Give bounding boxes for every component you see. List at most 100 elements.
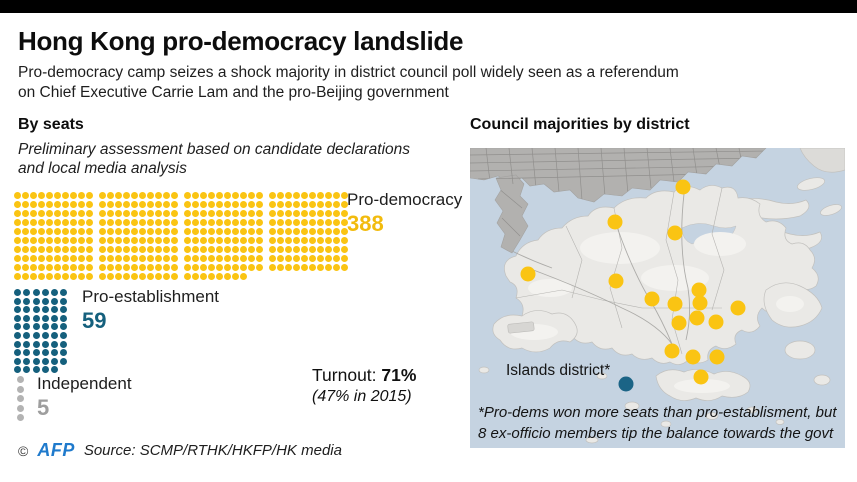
seat-dot	[22, 219, 29, 226]
seat-dot	[269, 264, 276, 271]
seat-dot	[325, 201, 332, 208]
seat-dot	[32, 297, 40, 305]
seat-dot	[163, 192, 170, 199]
seat-dot	[192, 273, 199, 280]
seat-dot	[62, 246, 69, 253]
seat-dot	[131, 264, 138, 271]
seat-dot	[277, 237, 284, 244]
seat-dot	[131, 237, 138, 244]
seat-dot	[115, 273, 122, 280]
source-credit: Source: SCMP/RTHK/HKFP/HK media	[83, 442, 342, 459]
seat-dot	[30, 219, 37, 226]
seat-dot	[139, 255, 146, 262]
seat-dot	[107, 219, 114, 226]
seat-dot	[46, 219, 53, 226]
district-marker-pro_democracy	[644, 291, 660, 307]
seat-dot	[256, 219, 263, 226]
seat-dot	[200, 237, 207, 244]
seat-dot	[99, 228, 106, 235]
seat-dot	[23, 357, 31, 365]
seat-dot	[216, 273, 223, 280]
seat-dot	[200, 264, 207, 271]
seat-dot	[46, 237, 53, 244]
seat-dot	[248, 237, 255, 244]
seat-dot	[139, 246, 146, 253]
seat-dot	[208, 246, 215, 253]
seat-dot	[293, 210, 300, 217]
seat-dot	[155, 201, 162, 208]
seat-dot	[41, 306, 49, 314]
seat-dot	[60, 323, 68, 331]
seat-dot	[184, 210, 191, 217]
seat-dot	[301, 255, 308, 262]
map-section-heading: Council majorities by district	[470, 116, 690, 133]
seat-dot	[46, 246, 53, 253]
seat-dot	[107, 255, 114, 262]
seat-dot	[17, 404, 24, 412]
top-black-bar	[0, 0, 857, 13]
district-marker-pro_democracy	[608, 273, 624, 289]
seat-dot	[46, 264, 53, 271]
turnout-label: Turnout:	[312, 365, 377, 385]
seat-dot	[99, 201, 106, 208]
seat-dot	[333, 192, 340, 199]
seat-dot	[256, 264, 263, 271]
note-line-1: Preliminary assessment based on candidat…	[18, 141, 411, 158]
seat-dot	[293, 219, 300, 226]
pro-democracy-label-block: Pro-democracy 388	[347, 190, 462, 237]
subtitle-line-2: on Chief Executive Carrie Lam and the pr…	[18, 84, 449, 101]
subtitle-line-1: Pro-democracy camp seizes a shock majori…	[18, 64, 679, 81]
seat-dot	[70, 264, 77, 271]
seat-dot	[301, 246, 308, 253]
district-marker-pro_democracy	[520, 266, 536, 282]
seat-dot	[184, 219, 191, 226]
seat-dot	[70, 237, 77, 244]
seat-dot	[147, 201, 154, 208]
seat-dot	[131, 210, 138, 217]
seat-dot	[32, 331, 40, 339]
seat-dot	[325, 255, 332, 262]
seat-dot	[30, 210, 37, 217]
seat-dot	[269, 192, 276, 199]
seat-dot	[51, 349, 59, 357]
seat-dot	[240, 210, 247, 217]
seat-dot	[200, 228, 207, 235]
seat-dot	[139, 210, 146, 217]
district-marker-pro_democracy	[667, 296, 683, 312]
seat-dot	[38, 264, 45, 271]
seat-dot	[256, 192, 263, 199]
seat-dot	[60, 314, 68, 322]
seat-dot	[256, 210, 263, 217]
seat-dot	[51, 357, 59, 365]
seat-dot	[62, 264, 69, 271]
seat-dot	[208, 210, 215, 217]
seat-dot	[38, 255, 45, 262]
seat-dot	[309, 255, 316, 262]
seat-dot	[224, 192, 231, 199]
seat-dot	[115, 219, 122, 226]
seat-dot	[256, 201, 263, 208]
seat-dot	[17, 395, 24, 403]
seat-dot	[139, 264, 146, 271]
seat-dot	[325, 192, 332, 199]
seat-dot	[269, 228, 276, 235]
seat-dot	[208, 192, 215, 199]
seat-dot	[115, 201, 122, 208]
seat-dot	[99, 264, 106, 271]
district-marker-pro_democracy	[607, 214, 623, 230]
footer: © AFP Source: SCMP/RTHK/HKFP/HK media	[18, 440, 342, 461]
seat-dot	[171, 210, 178, 217]
seat-dot	[30, 201, 37, 208]
seat-dot	[184, 228, 191, 235]
seat-dot	[23, 331, 31, 339]
seat-dot	[240, 273, 247, 280]
seat-dot	[14, 273, 21, 280]
seat-dot	[208, 264, 215, 271]
seat-dot	[115, 255, 122, 262]
seat-dot	[309, 219, 316, 226]
seat-dot	[107, 210, 114, 217]
seat-dot	[23, 289, 31, 296]
seat-dot	[70, 255, 77, 262]
seat-dot	[131, 219, 138, 226]
seat-dot	[70, 219, 77, 226]
